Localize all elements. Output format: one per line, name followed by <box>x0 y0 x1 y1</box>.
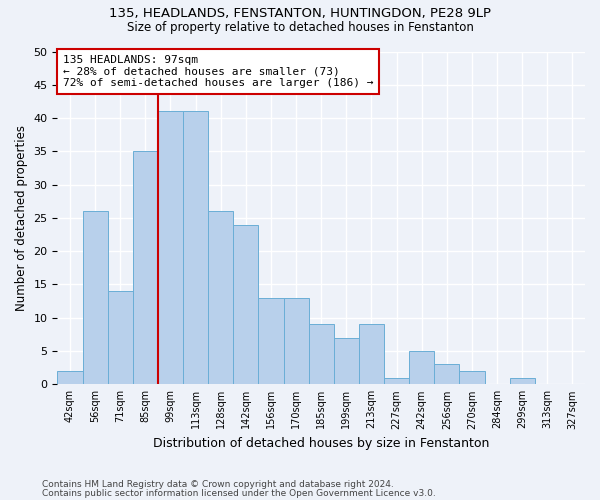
Bar <box>107 291 133 384</box>
Y-axis label: Number of detached properties: Number of detached properties <box>15 125 28 311</box>
Bar <box>58 371 83 384</box>
Bar <box>359 324 384 384</box>
Bar <box>208 211 233 384</box>
Text: Size of property relative to detached houses in Fenstanton: Size of property relative to detached ho… <box>127 21 473 34</box>
Bar <box>409 351 434 384</box>
Text: Contains public sector information licensed under the Open Government Licence v3: Contains public sector information licen… <box>42 488 436 498</box>
Bar <box>158 112 183 384</box>
Bar <box>183 112 208 384</box>
Bar <box>308 324 334 384</box>
Bar <box>384 378 409 384</box>
Text: 135 HEADLANDS: 97sqm
← 28% of detached houses are smaller (73)
72% of semi-detac: 135 HEADLANDS: 97sqm ← 28% of detached h… <box>62 55 373 88</box>
Text: 135, HEADLANDS, FENSTANTON, HUNTINGDON, PE28 9LP: 135, HEADLANDS, FENSTANTON, HUNTINGDON, … <box>109 8 491 20</box>
Bar <box>460 371 485 384</box>
Bar <box>434 364 460 384</box>
Bar <box>233 224 259 384</box>
Bar <box>133 152 158 384</box>
Bar <box>334 338 359 384</box>
Bar <box>83 211 107 384</box>
Bar <box>284 298 308 384</box>
Bar <box>259 298 284 384</box>
Bar <box>509 378 535 384</box>
X-axis label: Distribution of detached houses by size in Fenstanton: Distribution of detached houses by size … <box>153 437 490 450</box>
Text: Contains HM Land Registry data © Crown copyright and database right 2024.: Contains HM Land Registry data © Crown c… <box>42 480 394 489</box>
